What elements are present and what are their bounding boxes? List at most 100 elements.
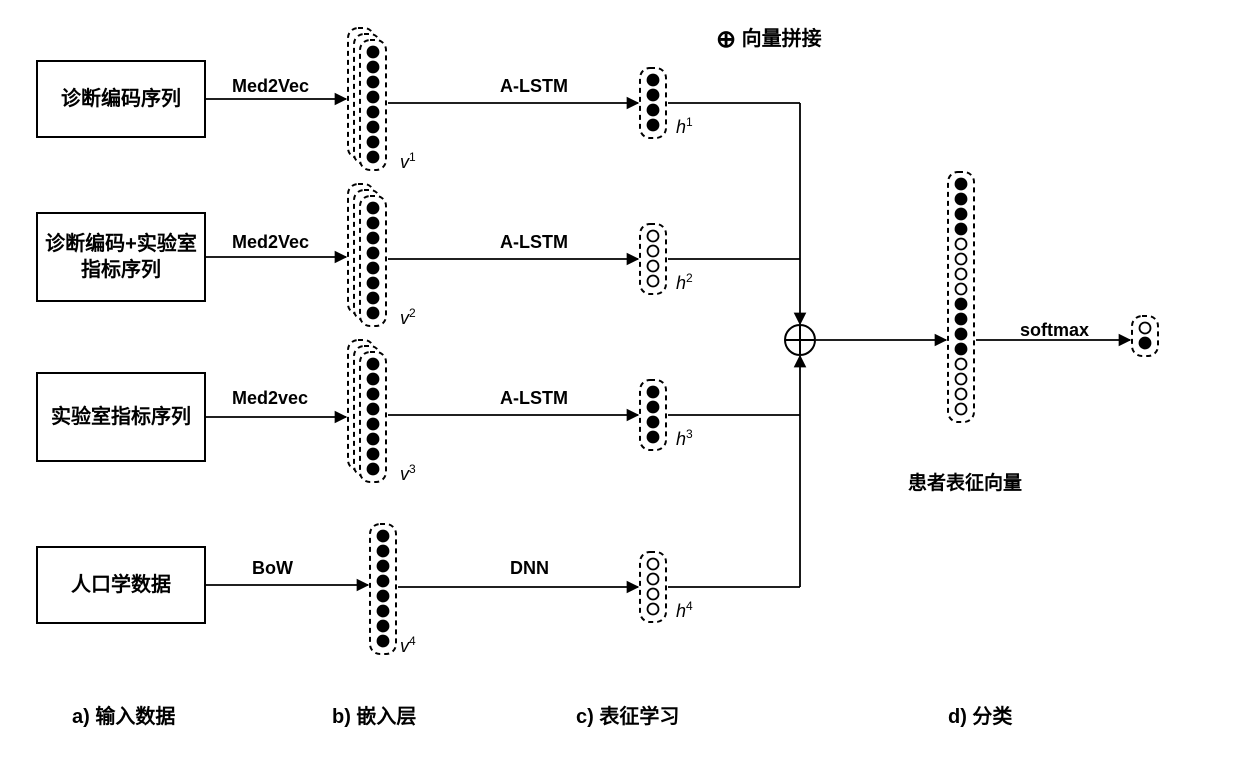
- var-v4: v4: [400, 634, 416, 657]
- hidden-vector-2-dot: [648, 246, 659, 257]
- var-h4: h4: [676, 599, 693, 622]
- input-label: 诊断编码+实验室指标序列: [38, 231, 204, 283]
- edge-label-med2vec-1: Med2Vec: [232, 76, 309, 97]
- embed-vector-3-dot: [368, 374, 379, 385]
- legend-text: 向量拼接: [742, 28, 822, 50]
- patient-vector-label: 患者表征向量: [908, 468, 1022, 495]
- hidden-vector-3-dot: [648, 432, 659, 443]
- var-v2: v2: [400, 306, 416, 329]
- edge-label-bow: BoW: [252, 558, 293, 579]
- edge-label-med2vec-3: Med2vec: [232, 388, 308, 409]
- embed-vector-2-dot: [368, 203, 379, 214]
- patient-vector-dot: [956, 299, 967, 310]
- embed-vector-3-stack-3: [348, 340, 374, 470]
- edge-label-dnn: DNN: [510, 558, 549, 579]
- caption-c: c) 表征学习: [576, 700, 679, 729]
- input-box-lab-indicators: 实验室指标序列: [36, 372, 206, 462]
- hidden-vector-4-dot: [648, 574, 659, 585]
- hidden-vector-3-dot: [648, 387, 659, 398]
- patient-vector-dot: [956, 344, 967, 355]
- patient-vector-dot: [956, 254, 967, 265]
- embed-vector-3-dot: [368, 434, 379, 445]
- embed-vector-3-dot: [368, 449, 379, 460]
- embed-vector-1-dot: [368, 107, 379, 118]
- hidden-vector-1-dot: [648, 90, 659, 101]
- legend: ⊕ 向量拼接: [716, 22, 822, 54]
- embed-vector-1-dot: [368, 47, 379, 58]
- embed-vector-3-stack-2: [354, 346, 380, 476]
- embed-vector-4-dot: [378, 561, 389, 572]
- input-label: 人口学数据: [71, 572, 171, 598]
- patient-vector-dot: [956, 269, 967, 280]
- hidden-vector-3-dot: [648, 402, 659, 413]
- embed-vector-2-stack-2: [354, 190, 380, 320]
- caption-b: b) 嵌入层: [332, 700, 416, 729]
- embed-vector-2-dot: [368, 293, 379, 304]
- embed-vector-2-dot: [368, 233, 379, 244]
- embed-vector-1-stack-3: [348, 28, 374, 158]
- hidden-vector-3-dot: [648, 417, 659, 428]
- input-label: 实验室指标序列: [51, 404, 191, 430]
- embed-vector-3-dot: [368, 464, 379, 475]
- hidden-vector-4: [640, 552, 666, 622]
- patient-vector-dot: [956, 389, 967, 400]
- embed-vector-2: [360, 196, 386, 326]
- caption-d: d) 分类: [948, 700, 1012, 729]
- input-label: 诊断编码序列: [61, 86, 181, 112]
- patient-vector-dot: [956, 314, 967, 325]
- embed-vector-2-dot: [368, 263, 379, 274]
- input-box-diagnosis-lab: 诊断编码+实验室指标序列: [36, 212, 206, 302]
- patient-vector-dot: [956, 194, 967, 205]
- embed-vector-4-dot: [378, 546, 389, 557]
- patient-vector: [948, 172, 974, 422]
- var-h3: h3: [676, 427, 693, 450]
- edge-label-med2vec-2: Med2Vec: [232, 232, 309, 253]
- embed-vector-1-dot: [368, 77, 379, 88]
- input-box-diagnosis-codes: 诊断编码序列: [36, 60, 206, 138]
- patient-vector-dot: [956, 329, 967, 340]
- embed-vector-1-stack-2: [354, 34, 380, 164]
- caption-a: a) 输入数据: [72, 700, 175, 729]
- hidden-vector-2: [640, 224, 666, 294]
- output-vector: [1132, 316, 1158, 356]
- hidden-vector-3: [640, 380, 666, 450]
- output-vector-dot: [1140, 323, 1151, 334]
- patient-vector-dot: [956, 224, 967, 235]
- var-v3: v3: [400, 462, 416, 485]
- embed-vector-1-dot: [368, 152, 379, 163]
- input-box-demographics: 人口学数据: [36, 546, 206, 624]
- edge-label-alstm-2: A-LSTM: [500, 232, 568, 253]
- edge-label-alstm-3: A-LSTM: [500, 388, 568, 409]
- hidden-vector-1-dot: [648, 120, 659, 131]
- embed-vector-2-dot: [368, 248, 379, 259]
- embed-vector-4-dot: [378, 606, 389, 617]
- embed-vector-3-dot: [368, 404, 379, 415]
- embed-vector-4-dot: [378, 636, 389, 647]
- embed-vector-4-dot: [378, 621, 389, 632]
- patient-vector-dot: [956, 209, 967, 220]
- embed-vector-1-dot: [368, 137, 379, 148]
- embed-vector-4-dot: [378, 576, 389, 587]
- patient-vector-dot: [956, 284, 967, 295]
- concat-node: [785, 325, 815, 355]
- embed-vector-3-dot: [368, 359, 379, 370]
- embed-vector-1: [360, 40, 386, 170]
- edge-label-alstm-1: A-LSTM: [500, 76, 568, 97]
- patient-vector-dot: [956, 359, 967, 370]
- patient-vector-dot: [956, 179, 967, 190]
- diagram-canvas: ⊕ 向量拼接 诊断编码序列 诊断编码+实验室指标序列 实验室指标序列 人口学数据…: [0, 0, 1240, 783]
- hidden-vector-1: [640, 68, 666, 138]
- hidden-vector-2-dot: [648, 276, 659, 287]
- patient-vector-dot: [956, 404, 967, 415]
- embed-vector-4: [370, 524, 396, 654]
- hidden-vector-2-dot: [648, 261, 659, 272]
- patient-vector-dot: [956, 374, 967, 385]
- embed-vector-3-dot: [368, 389, 379, 400]
- embed-vector-3-dot: [368, 419, 379, 430]
- hidden-vector-4-dot: [648, 589, 659, 600]
- output-vector-dot: [1140, 338, 1151, 349]
- embed-vector-3: [360, 352, 386, 482]
- patient-vector-dot: [956, 239, 967, 250]
- var-h2: h2: [676, 271, 693, 294]
- embed-vector-4-dot: [378, 531, 389, 542]
